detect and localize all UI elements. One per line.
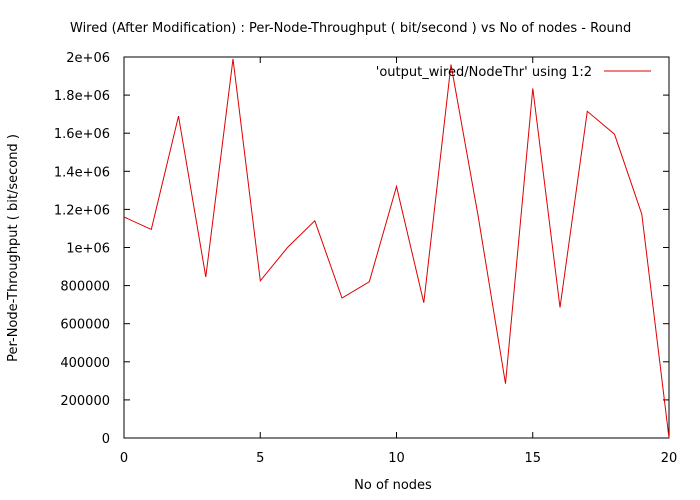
series-layer — [123, 58, 670, 439]
y-tick-label: 1.2e+06 — [54, 203, 110, 218]
x-tick-label: 10 — [388, 451, 405, 466]
x-tick-label: 0 — [120, 451, 128, 466]
axis-ticks — [123, 56, 670, 439]
y-tick-label: 0 — [102, 432, 110, 447]
y-tick-label: 800000 — [60, 280, 110, 295]
x-tick-labels: 0 5 10 15 20 — [120, 451, 677, 466]
chart-title: Wired (After Modification) : Per-Node-Th… — [70, 21, 631, 36]
x-tick-label: 15 — [524, 451, 541, 466]
y-tick-label: 1.4e+06 — [54, 165, 110, 180]
y-tick-label: 400000 — [60, 356, 110, 371]
x-axis-label: No of nodes — [354, 478, 432, 493]
y-tick-label: 2e+06 — [66, 51, 110, 66]
legend-label: 'output_wired/NodeThr' using 1:2 — [376, 65, 592, 80]
y-tick-labels: 0 200000 400000 600000 800000 1e+06 1.2e+06 1.4… — [54, 51, 110, 447]
y-tick-label: 1.6e+06 — [54, 127, 110, 142]
y-tick-label: 200000 — [60, 394, 110, 409]
y-tick-label: 1.8e+06 — [54, 89, 110, 104]
y-tick-label: 1e+06 — [66, 242, 110, 257]
y-axis-label: Per-Node-Throughput ( bit/second ) — [6, 134, 21, 362]
y-tick-label: 600000 — [60, 318, 110, 333]
series-line — [123, 58, 670, 439]
x-tick-label: 5 — [256, 451, 264, 466]
x-tick-label: 20 — [661, 451, 678, 466]
legend: 'output_wired/NodeThr' using 1:2 — [376, 65, 651, 80]
